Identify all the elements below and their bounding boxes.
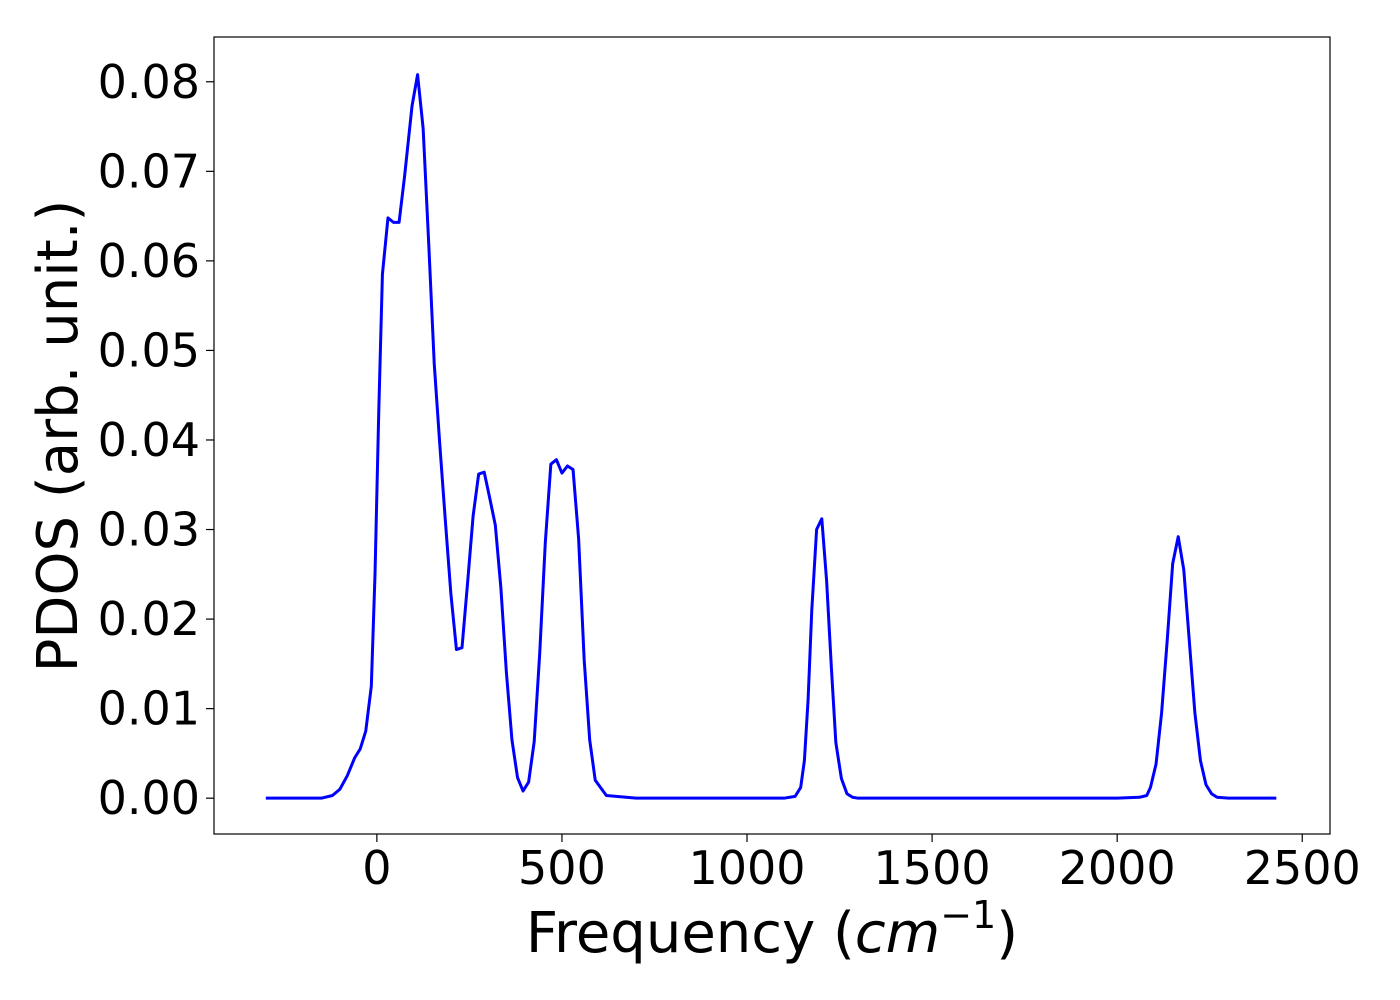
x-tick-label: 2500 [1244,841,1361,895]
x-tick-label: 1500 [874,841,991,895]
y-tick-label: 0.02 [98,592,200,646]
x-axis-title: Frequency (cm−1) [526,893,1018,966]
y-tick-label: 0.00 [98,771,200,825]
x-tick-label: 1000 [688,841,805,895]
y-tick-label: 0.07 [98,144,200,198]
y-axis: 0.00 0.01 0.02 0.03 0.04 0.05 0.06 0.07 0.08 [98,55,214,825]
y-tick-label: 0.03 [98,503,200,557]
x-tick-label: 500 [518,841,606,895]
x-axis: 0 500 1000 1500 2000 2500 [362,834,1361,895]
y-tick-label: 0.05 [98,323,200,377]
plot-frame [213,36,1331,835]
pdos-series-line [265,73,1277,800]
y-tick-label: 0.06 [98,234,200,288]
x-tick-label: 2000 [1059,841,1176,895]
x-tick-label: 0 [362,841,391,895]
y-tick-label: 0.01 [98,682,200,736]
y-tick-label: 0.04 [98,413,200,467]
y-axis-title: PDOS (arb. unit.) [26,200,91,673]
y-tick-label: 0.08 [98,55,200,109]
